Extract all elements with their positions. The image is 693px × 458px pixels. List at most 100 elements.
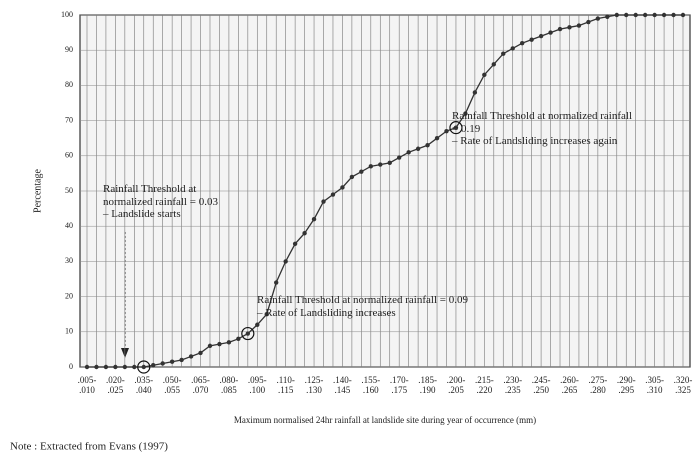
point — [406, 150, 411, 155]
y-tick-label: 10 — [65, 327, 73, 336]
x-tick-label: .095- .100 — [247, 375, 267, 396]
threshold-marker — [449, 121, 463, 135]
x-tick-label: .260- .265 — [560, 375, 579, 396]
point — [415, 146, 421, 151]
point — [359, 169, 364, 174]
point — [624, 12, 629, 18]
x-tick-label: .050- .055 — [162, 375, 182, 396]
x-tick-label: .065- .070 — [191, 375, 210, 396]
point — [463, 111, 468, 116]
point — [274, 280, 279, 285]
point — [169, 359, 175, 364]
point — [519, 40, 525, 46]
point — [122, 364, 128, 370]
point — [217, 341, 222, 347]
point — [472, 90, 478, 95]
x-tick-label: .035- .040 — [134, 375, 154, 396]
point — [671, 12, 676, 18]
point — [567, 25, 572, 30]
point — [283, 259, 288, 264]
y-tick-label: 80 — [65, 80, 73, 89]
threshold-marker — [137, 360, 151, 374]
x-tick-label: .320- .325 — [673, 375, 693, 396]
point — [330, 192, 336, 197]
point — [680, 12, 686, 18]
point — [396, 155, 402, 160]
x-tick-label: .290- .295 — [616, 375, 636, 396]
point — [378, 162, 383, 167]
x-tick-label: .275- .280 — [588, 375, 608, 396]
point — [510, 46, 515, 51]
point — [576, 23, 582, 28]
x-tick-label: .155- .160 — [361, 375, 381, 396]
x-tick-label: .125- .130 — [304, 375, 324, 396]
point — [387, 160, 392, 166]
point — [141, 364, 146, 370]
threshold-marker — [241, 326, 255, 341]
point — [557, 26, 563, 32]
point — [661, 12, 667, 18]
point — [340, 185, 345, 190]
point — [179, 357, 184, 363]
point — [548, 30, 553, 35]
point — [444, 128, 449, 134]
y-tick-label: 100 — [61, 10, 73, 19]
point — [302, 231, 307, 236]
point — [255, 322, 260, 327]
y-tick-label: 60 — [65, 151, 73, 160]
x-tick-label: .020- .025 — [106, 375, 125, 396]
annotation: Rainfall Threshold at normalized rainfal… — [257, 294, 468, 319]
x-tick-label: .110- .115 — [276, 375, 295, 396]
annotation: Rainfall Threshold at normalized rainfal… — [452, 110, 633, 148]
x-tick-label: .185- .190 — [418, 375, 437, 396]
point — [245, 331, 251, 336]
x-tick-label: .305- .310 — [645, 375, 664, 396]
point — [264, 312, 269, 317]
point — [84, 364, 90, 370]
line — [87, 14, 683, 368]
point — [311, 216, 317, 222]
y-tick-label: 90 — [65, 45, 73, 54]
point — [453, 125, 459, 130]
point — [368, 164, 374, 169]
point — [538, 33, 544, 39]
point — [595, 16, 601, 21]
point — [132, 364, 137, 370]
point — [605, 14, 610, 19]
point — [226, 340, 232, 345]
point — [482, 72, 487, 78]
y-tick-label: 70 — [65, 115, 73, 124]
y-tick-label: 40 — [65, 221, 73, 230]
point — [501, 51, 506, 56]
point — [321, 199, 326, 204]
x-tick-label: .170- .175 — [389, 375, 409, 396]
y-tick-label: 30 — [65, 256, 73, 265]
point — [349, 174, 355, 180]
point — [207, 343, 213, 349]
x-tick-label: .080- .085 — [219, 375, 239, 396]
y-axis-label: Percentage — [32, 169, 43, 213]
point — [633, 12, 638, 18]
x-tick-label: .140- .145 — [333, 375, 352, 396]
note: Note : Extracted from Evans (1997) — [10, 441, 168, 453]
point — [151, 363, 156, 368]
point — [160, 361, 165, 366]
point — [434, 136, 440, 141]
y-tick-label: 50 — [65, 186, 73, 195]
point — [642, 12, 648, 18]
y-tick-label: 20 — [65, 291, 73, 300]
point — [236, 336, 241, 342]
point — [425, 143, 430, 148]
x-tick-label: .215- .220 — [474, 375, 494, 396]
point — [103, 364, 109, 370]
x-axis-label: Maximum normalised 24hr rainfall at land… — [234, 415, 536, 425]
point — [94, 364, 99, 370]
x-tick-label: .230- .235 — [503, 375, 523, 396]
x-tick-label: .200- .205 — [446, 375, 466, 396]
point — [113, 364, 118, 370]
point — [491, 62, 496, 67]
point — [188, 354, 194, 359]
point — [529, 37, 534, 42]
